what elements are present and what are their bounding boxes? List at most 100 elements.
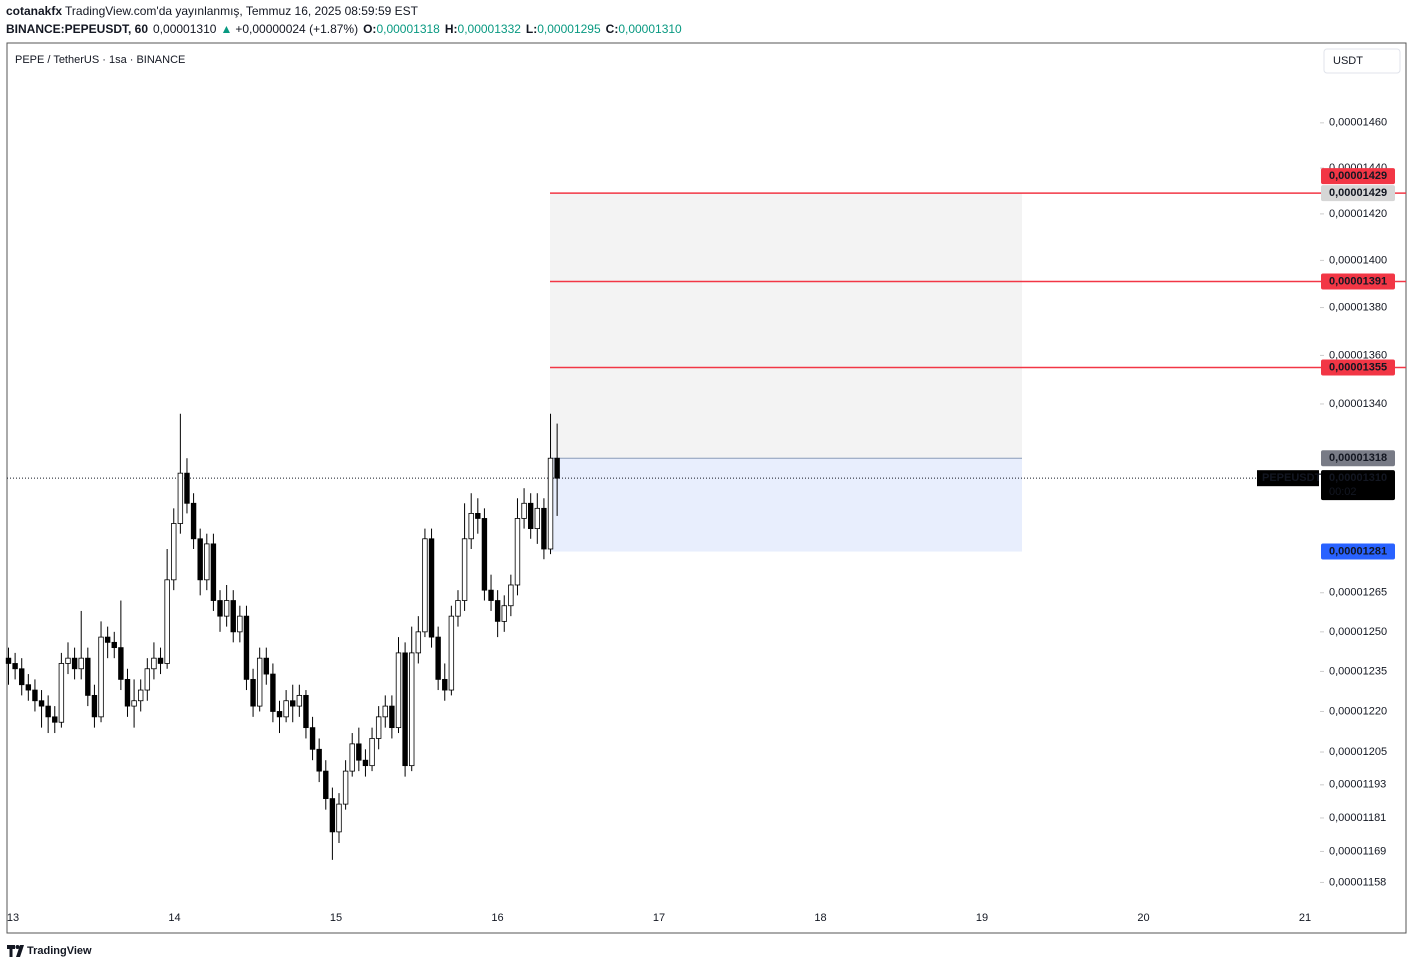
- candle-body: [210, 543, 217, 601]
- candle-body: [12, 663, 18, 670]
- candle-body: [177, 472, 184, 524]
- candle-body: [38, 700, 45, 707]
- price-label-bg: [1321, 359, 1395, 376]
- last-price-label: 0,00001310: [1329, 472, 1387, 484]
- candle-body: [409, 652, 415, 767]
- x-tick-label: 21: [1299, 912, 1311, 924]
- l: 0,00001295: [537, 22, 601, 36]
- y-tick-label: 0,00001380: [1329, 301, 1387, 313]
- y-tick-label: 0,00001420: [1329, 208, 1387, 220]
- y-tick-label: 0,00001169: [1329, 845, 1386, 857]
- candle-body: [448, 615, 455, 691]
- price-label-bg: [1321, 273, 1395, 290]
- plot: 0,000014600,000014400,000014200,00001400…: [5, 117, 1406, 924]
- candle-body: [296, 694, 303, 707]
- candle-body: [316, 748, 322, 772]
- change: +0,00000024 (+1.87%): [235, 22, 358, 36]
- candle-body: [481, 518, 488, 591]
- candle-body: [45, 705, 51, 718]
- last-price-bg: [1321, 470, 1395, 501]
- stop-zone: [550, 458, 1022, 552]
- x-tick-label: 16: [491, 912, 503, 924]
- candle-body: [475, 512, 481, 519]
- header-line-1: cotanakfx TradingView.com'da yayınlanmış,…: [6, 4, 419, 18]
- candle-body: [554, 457, 560, 479]
- candle-body: [190, 502, 197, 540]
- x-tick-label: 13: [7, 912, 19, 924]
- candle-body: [329, 798, 336, 833]
- symbol-tag: PEPEUSDT: [1262, 472, 1322, 484]
- candle-body: [98, 636, 104, 718]
- candle-body: [468, 512, 474, 540]
- price-label-bg: [1321, 450, 1395, 467]
- candle-body: [164, 579, 170, 664]
- h-label: H:: [445, 22, 458, 36]
- candle-body: [375, 716, 382, 739]
- price-label: 0,00001429: [1329, 170, 1387, 182]
- candle-body: [19, 668, 25, 686]
- candle-body: [111, 641, 117, 649]
- currency-button[interactable]: [1323, 48, 1401, 74]
- symbol-tag-bg: [1257, 470, 1319, 487]
- price-label: 0,00001318: [1329, 452, 1387, 464]
- y-tick-label: 0,00001158: [1329, 876, 1386, 888]
- candle-body: [356, 743, 362, 761]
- candle-body: [290, 700, 296, 707]
- symbol: BINANCE:PEPEUSDT, 60: [6, 22, 148, 36]
- l-label: L:: [526, 22, 537, 36]
- candle-body: [336, 803, 342, 833]
- candle-body: [184, 472, 190, 504]
- author: cotanakfx: [6, 4, 62, 18]
- y-tick-label: 0,00001220: [1329, 705, 1387, 717]
- x-tick-label: 18: [814, 912, 826, 924]
- candle-body: [323, 770, 329, 799]
- candle-body: [349, 743, 355, 772]
- currency[interactable]: USDT: [1333, 55, 1363, 67]
- candle-body: [65, 657, 71, 664]
- candle-body: [263, 657, 269, 675]
- candle-body: [243, 615, 250, 680]
- candle-body: [137, 689, 144, 702]
- candle-body: [171, 523, 177, 581]
- candle-body: [223, 600, 230, 617]
- countdown: 00:02: [1329, 486, 1357, 498]
- y-tick-label: 0,00001193: [1329, 779, 1386, 791]
- c-label: C:: [606, 22, 619, 36]
- candle-body: [204, 543, 210, 581]
- candle-body: [389, 705, 395, 729]
- candle-body: [342, 770, 349, 805]
- y-tick-label: 0,00001400: [1329, 254, 1387, 266]
- chart-title: PEPE / TetherUS · 1sa · BINANCE: [15, 54, 185, 66]
- candle-body: [422, 538, 428, 633]
- candle-body: [521, 502, 527, 519]
- x-tick-label: 14: [168, 912, 180, 924]
- candle-body: [32, 689, 38, 702]
- candle-body: [276, 711, 283, 718]
- candle-body: [428, 538, 435, 638]
- price-label-bg: [1321, 185, 1395, 202]
- c: 0,00001310: [618, 22, 682, 36]
- candle-body: [501, 605, 507, 622]
- y-tick-label: 0,00001235: [1329, 665, 1387, 677]
- candle-body: [527, 502, 534, 530]
- candle-body: [303, 694, 309, 729]
- x-tick-label: 17: [653, 912, 665, 924]
- price-label: 0,00001355: [1329, 361, 1387, 373]
- o-label: O:: [363, 22, 376, 36]
- candle-body: [197, 538, 203, 581]
- candle-body: [461, 538, 468, 601]
- candle-body: [250, 678, 256, 707]
- candle-body: [442, 678, 448, 691]
- candle-body: [435, 636, 441, 680]
- candle-body: [541, 507, 547, 550]
- x-tick-label: 19: [976, 912, 988, 924]
- price-label: 0,00001429: [1329, 187, 1387, 199]
- candle-body: [508, 584, 514, 607]
- candle-body: [547, 457, 554, 550]
- y-tick-label: 0,00001460: [1329, 117, 1387, 129]
- candle-body: [395, 652, 402, 729]
- candle-body: [104, 636, 111, 643]
- candle-body: [217, 600, 223, 617]
- candle-body: [124, 678, 131, 707]
